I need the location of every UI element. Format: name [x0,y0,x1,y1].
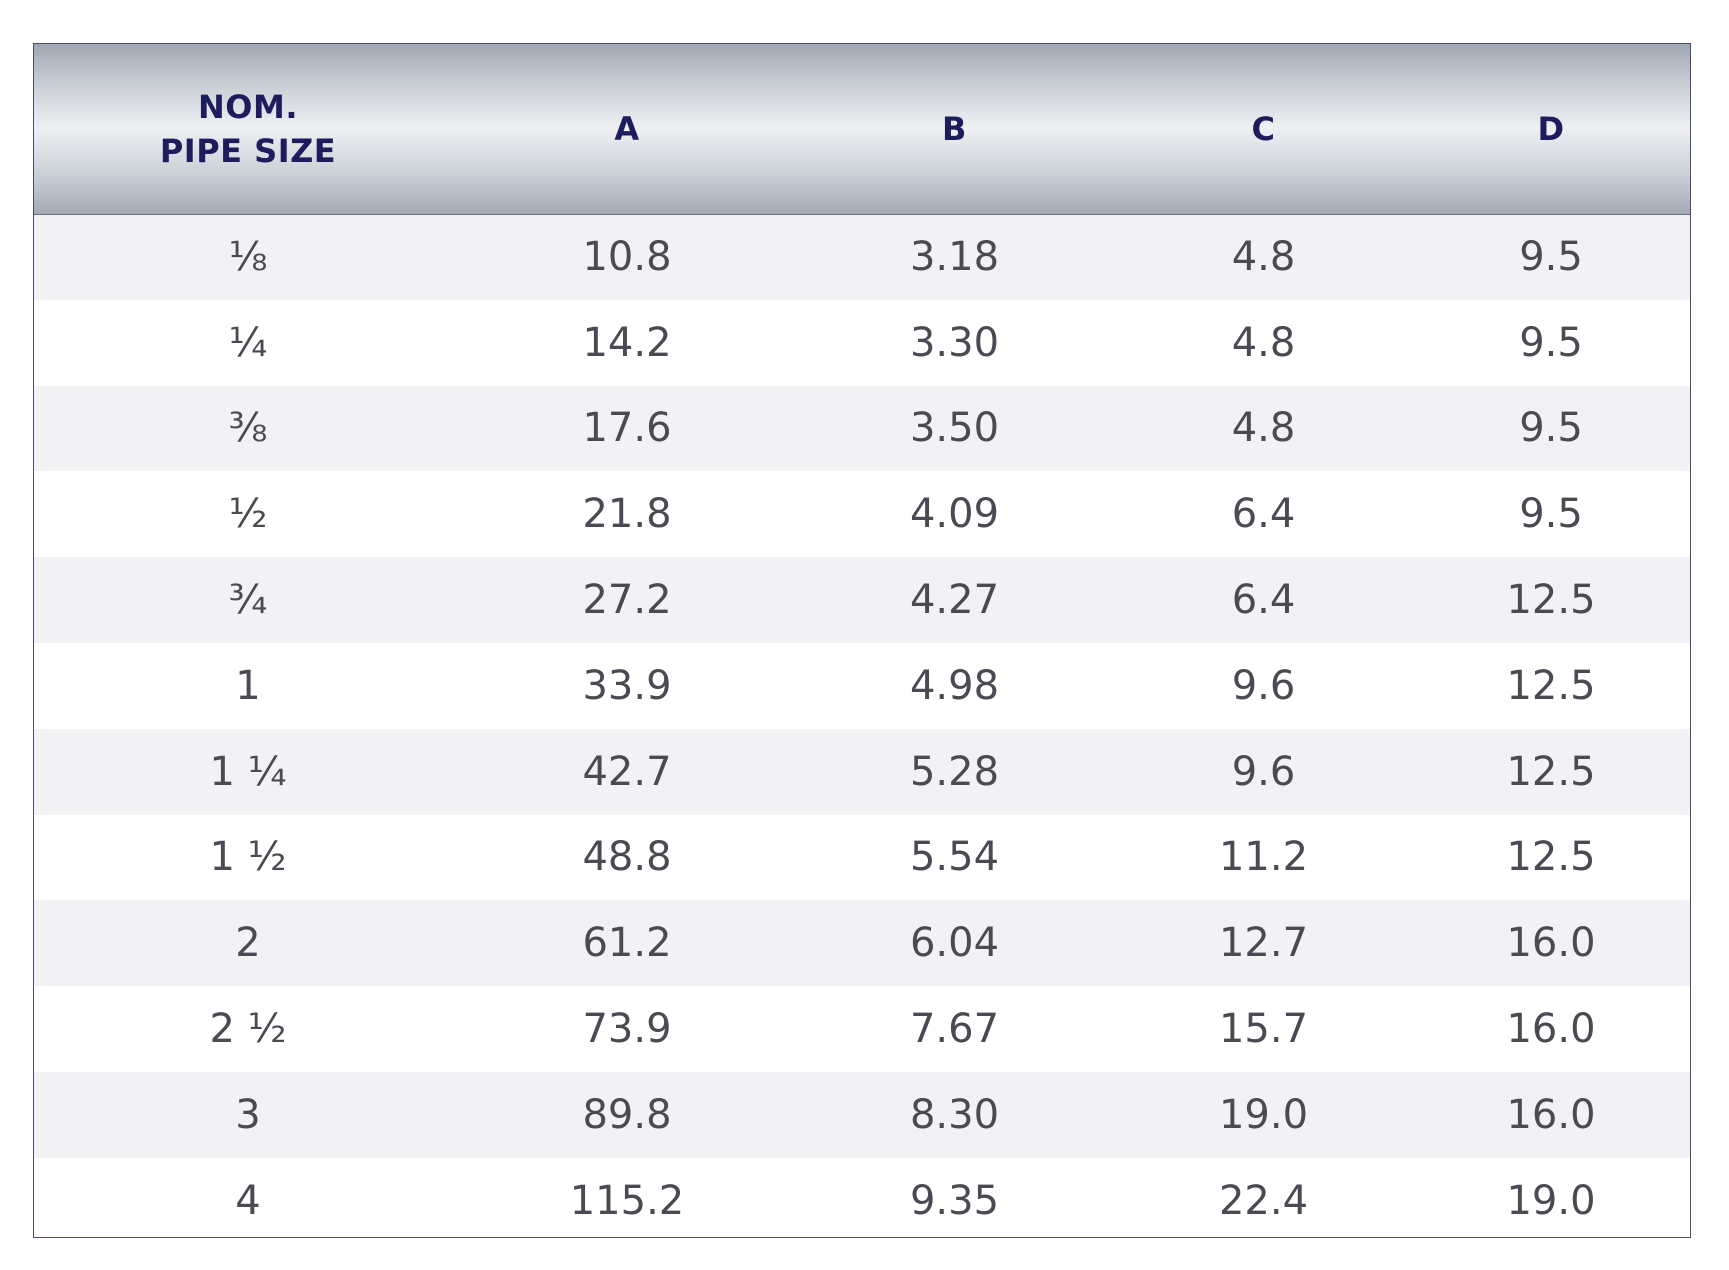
cell-c: 19.0 [1218,1091,1309,1138]
cell-c: 6.4 [1231,577,1296,624]
cell-nom-pipe-size: 1 ¼ [209,748,287,795]
table-row: ½ 21.8 4.09 6.4 9.5 [34,471,1690,558]
cell-nom-pipe-size: ⅜ [228,405,268,452]
cell-nom-pipe-size: 1 [235,662,261,709]
table-header: NOM. PIPE SIZE A B C D [34,44,1690,214]
cell-nom-pipe-size: ¼ [228,319,268,366]
cell-d: 12.5 [1506,662,1596,709]
cell-a: 33.9 [582,662,672,709]
cell-b: 3.18 [909,234,1000,281]
cell-b: 5.28 [909,748,1000,795]
cell-c: 4.8 [1231,405,1296,452]
header-d: D [1537,109,1565,148]
cell-c: 22.4 [1218,1177,1309,1224]
header-b: B [942,109,967,148]
cell-nom-pipe-size: ½ [228,491,268,538]
cell-nom-pipe-size: ¾ [228,577,268,624]
cell-a: 14.2 [582,319,672,366]
cell-d: 12.5 [1506,748,1596,795]
cell-c: 4.8 [1231,319,1296,366]
cell-b: 3.50 [909,405,1000,452]
cell-a: 48.8 [582,834,672,881]
cell-a: 42.7 [582,748,672,795]
table-row: 2 61.2 6.04 12.7 16.0 [34,900,1690,987]
cell-a: 17.6 [582,405,672,452]
cell-d: 16.0 [1506,1091,1596,1138]
header-row: NOM. PIPE SIZE A B C D [34,44,1690,214]
cell-c: 6.4 [1231,491,1296,538]
cell-b: 7.67 [909,1006,1000,1053]
cell-nom-pipe-size: 3 [235,1091,261,1138]
cell-c: 11.2 [1218,834,1309,881]
cell-c: 12.7 [1218,920,1309,967]
table-row: 3 89.8 8.30 19.0 16.0 [34,1071,1690,1158]
table-row: 1 33.9 4.98 9.6 12.5 [34,642,1690,729]
cell-d: 9.5 [1519,491,1583,538]
table-row: 4 115.2 9.35 22.4 19.0 [34,1157,1690,1237]
cell-nom-pipe-size: 2 [235,920,261,967]
header-a: A [614,109,640,148]
cell-d: 19.0 [1506,1177,1596,1224]
cell-b: 9.35 [909,1177,1000,1224]
cell-a: 10.8 [582,234,672,281]
cell-d: 16.0 [1506,920,1596,967]
cell-nom-pipe-size: 2 ½ [209,1006,287,1053]
cell-b: 8.30 [909,1091,1000,1138]
pipe-size-table-container: NOM. PIPE SIZE A B C D ⅛ 10.8 3.18 4.8 9.5 ¼ 1… [33,43,1691,1238]
pipe-size-table: NOM. PIPE SIZE A B C D ⅛ 10.8 3.18 4.8 9.5 ¼ 1… [34,44,1690,1237]
cell-d: 12.5 [1506,577,1596,624]
cell-c: 9.6 [1231,662,1296,709]
cell-b: 5.54 [909,834,1000,881]
cell-c: 9.6 [1231,748,1296,795]
cell-b: 3.30 [909,319,1000,366]
cell-nom-pipe-size: ⅛ [228,234,268,281]
table-row: ⅜ 17.6 3.50 4.8 9.5 [34,385,1690,472]
cell-nom-pipe-size: 4 [235,1177,261,1224]
cell-nom-pipe-size: 1 ½ [209,834,287,881]
cell-b: 4.98 [909,662,1000,709]
header-nom-pipe-size: NOM. PIPE SIZE [34,44,462,214]
table-row: ¼ 14.2 3.30 4.8 9.5 [34,299,1690,386]
cell-a: 73.9 [582,1006,672,1053]
cell-c: 4.8 [1231,234,1296,281]
cell-b: 6.04 [909,920,1000,967]
cell-a: 27.2 [582,577,672,624]
table-row: 1 ¼ 42.7 5.28 9.6 12.5 [34,728,1690,815]
cell-d: 9.5 [1519,405,1583,452]
cell-d: 16.0 [1506,1006,1596,1053]
table-row: 2 ½ 73.9 7.67 15.7 16.0 [34,986,1690,1072]
cell-a: 61.2 [582,920,672,967]
header-c: C [1251,109,1276,148]
cell-b: 4.27 [909,577,1000,624]
table-row: 1 ½ 48.8 5.54 11.2 12.5 [34,814,1690,901]
cell-c: 15.7 [1218,1006,1309,1053]
cell-a: 21.8 [582,491,672,538]
table-row: ¾ 27.2 4.27 6.4 12.5 [34,557,1690,643]
cell-d: 12.5 [1506,834,1596,881]
cell-a: 115.2 [569,1177,685,1224]
table-body: ⅛ 10.8 3.18 4.8 9.5 ¼ 14.2 3.30 4.8 9.5 ⅜ 17.6 3.50 4… [34,214,1690,1237]
header-nom-line: NOM. [198,87,298,126]
table-row: ⅛ 10.8 3.18 4.8 9.5 [34,214,1690,300]
header-pipe-size-line: PIPE SIZE [159,131,337,170]
cell-d: 9.5 [1519,234,1583,281]
cell-b: 4.09 [909,491,1000,538]
cell-d: 9.5 [1519,319,1583,366]
cell-a: 89.8 [582,1091,672,1138]
